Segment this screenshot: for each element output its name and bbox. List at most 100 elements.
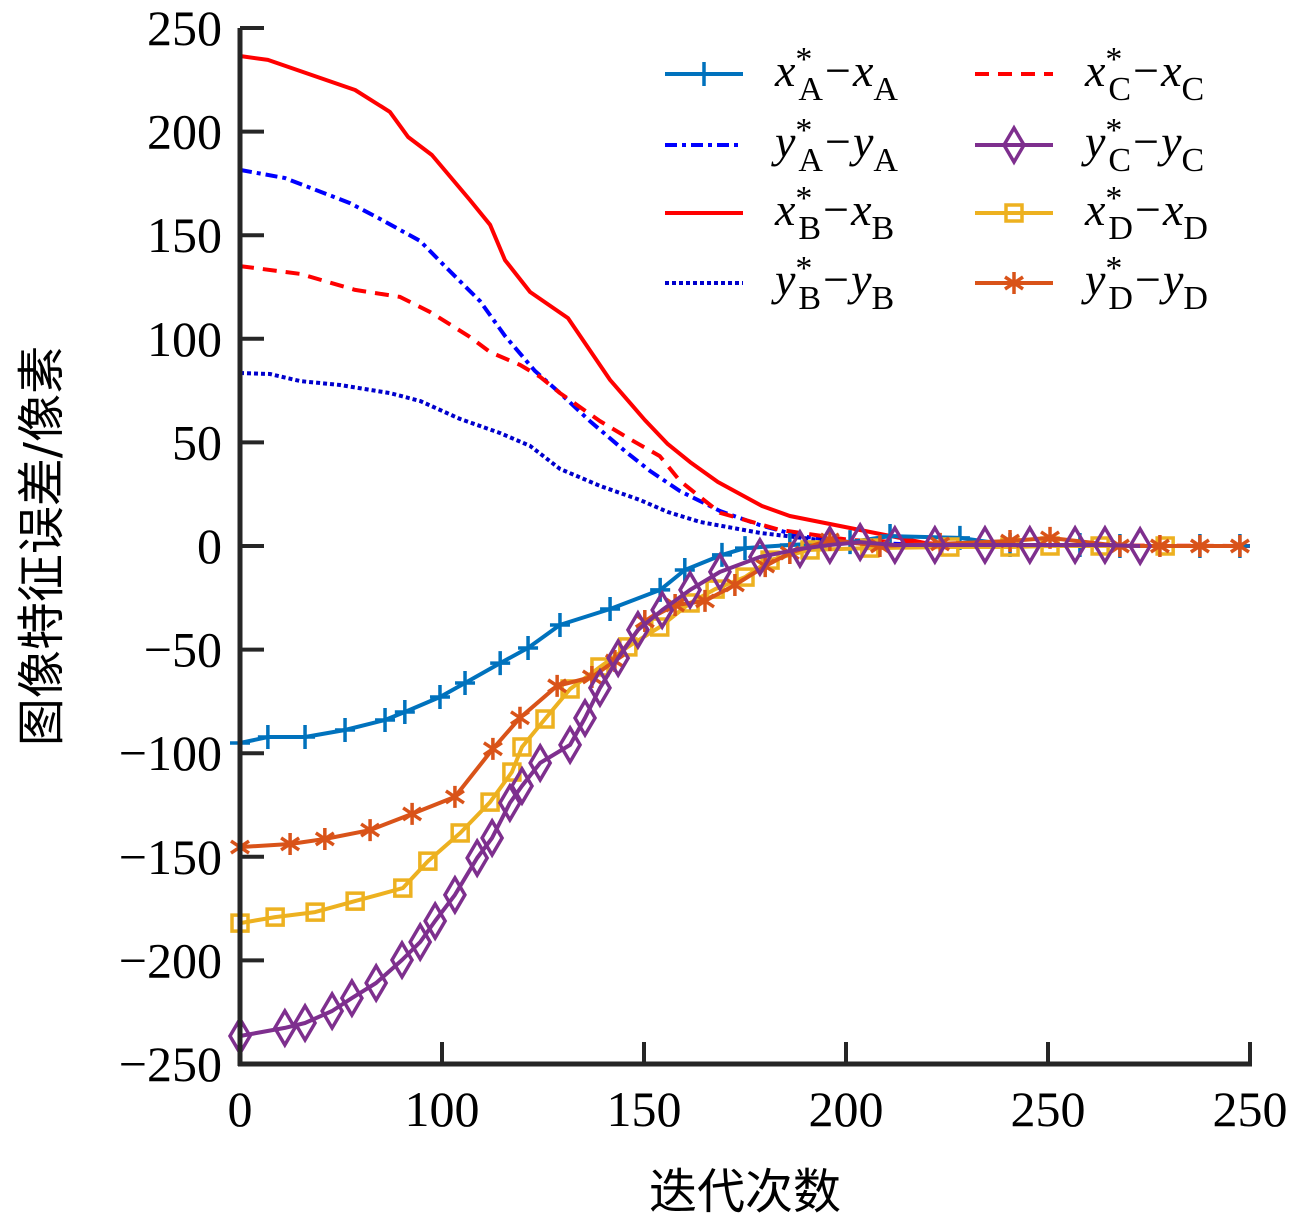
x-ticks: 0 100 150 200 250 250 [228, 1042, 1288, 1137]
data-point-marker [480, 817, 505, 859]
data-point-marker [735, 567, 755, 587]
data-point-marker [408, 921, 433, 963]
data-point-marker [450, 823, 470, 843]
x-tick-label: 200 [809, 1081, 884, 1137]
data-point-marker [490, 651, 511, 676]
data-point-marker [480, 792, 500, 812]
data-point-marker [650, 589, 675, 631]
series-xstara-minus-xa [230, 524, 1250, 756]
data-point-marker [1063, 524, 1088, 566]
y-axis-title: 图像特征误差/像素 [14, 346, 70, 746]
data-point-marker [509, 765, 535, 807]
data-point-marker [394, 699, 415, 724]
data-point-marker [549, 612, 570, 637]
y-tick-label: 250 [147, 0, 222, 56]
data-point-marker [335, 717, 356, 742]
legend-item-ystard-minus-yd: y* D−yD [975, 250, 1208, 317]
series-xstarc-minus-xc [239, 264, 1251, 548]
series-line [239, 540, 1141, 1038]
x-tick-label: 150 [607, 1081, 682, 1137]
data-point-marker [393, 878, 413, 898]
y-tick-label: 50 [172, 414, 222, 470]
data-point-marker [497, 782, 522, 824]
data-point-marker [735, 536, 755, 561]
data-point-marker [364, 962, 389, 1004]
data-point-marker [1128, 525, 1153, 567]
data-point-marker [558, 724, 583, 766]
series-xstard-minus-xd [230, 536, 1175, 933]
y-tick-label: 150 [147, 207, 222, 263]
legend-item-ystarc-minus-yc: y* C−yC [975, 112, 1204, 179]
legend: x* A−xAy* A−yAx* B−xBy* B−yB x* C−xCy* C−yCx* D−… [665, 41, 1208, 317]
data-point-marker [625, 609, 650, 651]
y-tick-label: −50 [144, 622, 222, 678]
legend-label: x* C−xC [1084, 41, 1204, 108]
data-point-marker [418, 851, 438, 871]
data-point-marker [848, 521, 873, 563]
data-point-marker [293, 1002, 318, 1044]
data-point-marker [442, 874, 467, 916]
data-point-marker [678, 569, 703, 611]
y-tick-label: 100 [147, 311, 222, 367]
data-point-marker [518, 635, 539, 660]
legend-marker [1004, 272, 1024, 294]
data-point-marker [547, 674, 568, 697]
data-point-marker [295, 725, 316, 750]
legend-marker [694, 62, 714, 86]
data-point-marker [787, 528, 812, 570]
x-tick-label: 250 [1011, 1081, 1086, 1137]
data-point-marker [724, 573, 745, 596]
y-tick-label: −200 [119, 932, 222, 988]
data-point-marker [465, 837, 490, 879]
data-point-marker [1189, 535, 1210, 557]
legend-marker [1004, 203, 1024, 223]
legend-label: y* C−yC [1081, 112, 1204, 179]
data-point-marker [444, 785, 465, 808]
data-point-marker [429, 685, 450, 710]
data-point-marker [510, 706, 530, 729]
data-point-marker [972, 524, 998, 566]
y-tick-label: 200 [147, 104, 222, 160]
series-xstarb-minus-xb [239, 54, 1250, 548]
data-point-marker [707, 551, 732, 593]
data-point-marker [389, 939, 415, 981]
legend-label: x* A−xA [774, 41, 898, 108]
data-point-marker [305, 902, 325, 922]
series-line [239, 534, 1240, 745]
data-point-marker [665, 594, 686, 617]
y-tick-label: 0 [197, 518, 222, 574]
data-point-marker [606, 637, 631, 679]
legend-item-ystarb-minus-yb: y* B−yB [665, 250, 894, 317]
x-tick-label: 250 [1213, 1081, 1288, 1137]
data-point-marker [320, 990, 345, 1032]
data-point-marker [587, 667, 612, 709]
x-tick-label: 100 [405, 1081, 480, 1137]
series-line [239, 54, 1250, 548]
data-point-marker [535, 709, 555, 729]
data-point-marker [695, 589, 715, 612]
legend-label: x* B−xB [774, 180, 894, 247]
data-point-marker [572, 697, 598, 739]
data-point-marker [402, 802, 423, 825]
data-point-marker [1092, 524, 1117, 566]
data-point-marker [280, 832, 301, 855]
data-point-marker [339, 977, 364, 1019]
series-ystard-minus-yd [230, 526, 1250, 859]
data-point-marker [817, 524, 842, 566]
data-point-marker [1229, 535, 1250, 557]
data-point-marker [265, 907, 285, 927]
legend-label: y* D−yD [1081, 250, 1208, 317]
y-tick-label: −150 [119, 829, 222, 885]
series-line [239, 371, 1250, 548]
data-point-marker [1149, 535, 1170, 557]
data-point-marker [922, 524, 947, 566]
series-line [239, 264, 1251, 548]
x-tick-label: 0 [228, 1081, 253, 1137]
data-point-marker [314, 827, 335, 850]
series-ystarc-minus-yc [227, 521, 1153, 1057]
data-point-marker [747, 536, 772, 578]
x-axis-title: 迭代次数 [649, 1164, 841, 1220]
data-point-marker [1017, 524, 1042, 566]
data-point-marker [882, 524, 907, 566]
